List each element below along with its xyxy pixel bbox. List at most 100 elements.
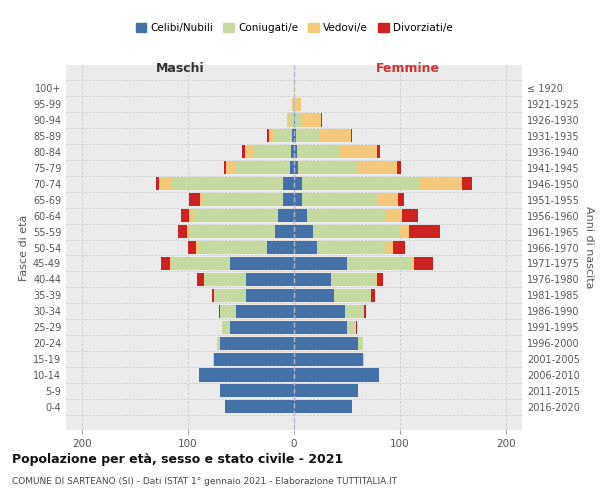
Bar bbox=[287, 114, 290, 126]
Bar bbox=[331, 273, 376, 286]
Bar bbox=[409, 225, 440, 238]
Bar bbox=[294, 384, 358, 398]
Bar bbox=[402, 209, 418, 222]
Bar bbox=[376, 273, 377, 286]
Bar bbox=[172, 177, 283, 190]
Bar bbox=[294, 146, 297, 158]
Bar bbox=[313, 225, 400, 238]
Bar bbox=[220, 384, 294, 398]
Bar bbox=[298, 162, 356, 174]
Bar bbox=[392, 241, 406, 254]
Bar bbox=[294, 162, 298, 174]
Bar bbox=[294, 209, 307, 222]
Bar bbox=[294, 225, 313, 238]
Bar bbox=[296, 98, 301, 110]
Bar bbox=[230, 320, 294, 334]
Bar bbox=[386, 241, 392, 254]
Bar bbox=[294, 98, 296, 110]
Bar bbox=[295, 114, 301, 126]
Y-axis label: Fasce di età: Fasce di età bbox=[19, 214, 29, 280]
Bar bbox=[294, 368, 379, 382]
Bar bbox=[278, 209, 294, 222]
Bar bbox=[292, 98, 293, 110]
Bar bbox=[294, 289, 334, 302]
Bar bbox=[294, 177, 302, 190]
Bar bbox=[294, 241, 317, 254]
Bar bbox=[188, 241, 196, 254]
Bar bbox=[199, 368, 294, 382]
Bar bbox=[302, 193, 377, 206]
Bar bbox=[200, 193, 204, 206]
Bar bbox=[193, 209, 278, 222]
Bar bbox=[290, 162, 294, 174]
Bar bbox=[160, 177, 172, 190]
Bar bbox=[398, 193, 404, 206]
Bar bbox=[268, 130, 269, 142]
Bar bbox=[294, 114, 295, 126]
Bar bbox=[461, 177, 472, 190]
Bar bbox=[363, 352, 364, 366]
Bar bbox=[230, 257, 294, 270]
Bar bbox=[294, 273, 331, 286]
Bar bbox=[377, 146, 380, 158]
Bar bbox=[269, 130, 273, 142]
Bar bbox=[204, 273, 246, 286]
Bar bbox=[294, 336, 358, 349]
Bar bbox=[283, 177, 294, 190]
Bar bbox=[245, 146, 254, 158]
Bar bbox=[347, 257, 410, 270]
Bar bbox=[156, 177, 160, 190]
Bar bbox=[189, 193, 200, 206]
Bar bbox=[189, 209, 193, 222]
Bar bbox=[419, 177, 461, 190]
Bar bbox=[364, 304, 366, 318]
Bar bbox=[410, 257, 414, 270]
Bar bbox=[296, 130, 319, 142]
Bar bbox=[217, 336, 220, 349]
Bar bbox=[351, 130, 352, 142]
Text: Popolazione per età, sesso e stato civile - 2021: Popolazione per età, sesso e stato civil… bbox=[12, 452, 343, 466]
Bar bbox=[246, 289, 294, 302]
Bar bbox=[190, 225, 275, 238]
Bar bbox=[302, 177, 419, 190]
Bar bbox=[334, 289, 371, 302]
Bar bbox=[414, 257, 433, 270]
Bar bbox=[294, 304, 345, 318]
Bar bbox=[347, 320, 356, 334]
Text: Femmine: Femmine bbox=[376, 62, 439, 76]
Bar bbox=[275, 225, 294, 238]
Bar bbox=[273, 130, 292, 142]
Bar bbox=[371, 289, 374, 302]
Bar bbox=[307, 209, 386, 222]
Bar bbox=[242, 146, 245, 158]
Bar bbox=[172, 257, 230, 270]
Bar bbox=[320, 114, 322, 126]
Bar bbox=[235, 162, 290, 174]
Bar bbox=[204, 193, 283, 206]
Bar bbox=[226, 162, 235, 174]
Text: Maschi: Maschi bbox=[156, 62, 205, 76]
Bar bbox=[214, 289, 246, 302]
Bar bbox=[212, 289, 214, 302]
Bar bbox=[224, 162, 226, 174]
Bar bbox=[178, 225, 187, 238]
Bar bbox=[345, 304, 364, 318]
Bar bbox=[225, 400, 294, 413]
Bar bbox=[220, 336, 294, 349]
Bar bbox=[297, 146, 340, 158]
Bar bbox=[246, 273, 294, 286]
Bar bbox=[254, 146, 291, 158]
Legend: Celibi/Nubili, Coniugati/e, Vedovi/e, Divorziati/e: Celibi/Nubili, Coniugati/e, Vedovi/e, Di… bbox=[131, 19, 457, 38]
Bar bbox=[340, 146, 377, 158]
Bar bbox=[397, 162, 401, 174]
Bar bbox=[170, 257, 172, 270]
Bar bbox=[161, 257, 170, 270]
Bar bbox=[294, 193, 302, 206]
Bar bbox=[187, 225, 190, 238]
Y-axis label: Anni di nascita: Anni di nascita bbox=[584, 206, 594, 289]
Bar bbox=[294, 400, 352, 413]
Bar bbox=[377, 193, 398, 206]
Bar bbox=[294, 257, 347, 270]
Bar bbox=[292, 130, 294, 142]
Bar bbox=[290, 114, 294, 126]
